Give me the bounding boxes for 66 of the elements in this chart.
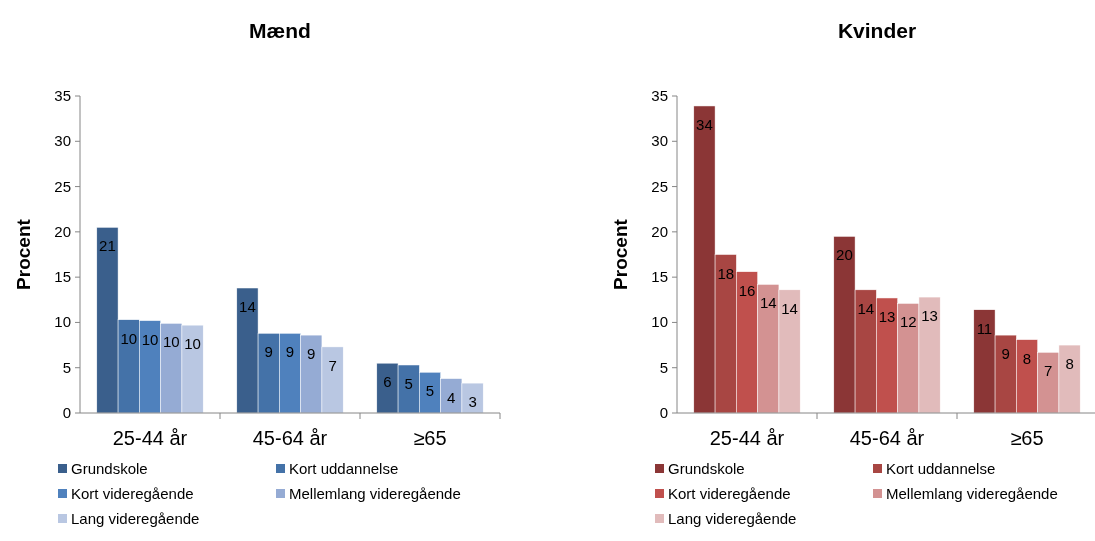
y-tick-label: 0 bbox=[62, 404, 71, 421]
y-tick-label: 5 bbox=[62, 358, 71, 376]
y-tick-label: 35 bbox=[651, 87, 668, 104]
data-label: 6 bbox=[383, 373, 392, 391]
data-label: 14 bbox=[759, 294, 777, 312]
legend-label: Grundskole bbox=[668, 460, 745, 477]
data-label: 10 bbox=[162, 333, 180, 351]
data-label: 14 bbox=[781, 299, 798, 317]
x-tick-label: 25-44 år bbox=[709, 427, 785, 449]
data-label: 10 bbox=[141, 330, 159, 348]
data-label: 14 bbox=[239, 298, 256, 316]
y-tick-label: 25 bbox=[651, 177, 668, 195]
legend-label: Mellemlang videregående bbox=[289, 485, 461, 502]
data-label: 10 bbox=[120, 329, 138, 347]
data-label: 3 bbox=[468, 393, 477, 411]
y-tick-label: 10 bbox=[54, 313, 71, 331]
x-tick-label: ≥65 bbox=[413, 427, 447, 449]
data-label: 7 bbox=[1044, 362, 1053, 380]
data-label: 34 bbox=[696, 115, 713, 133]
data-label: 13 bbox=[921, 307, 938, 325]
data-label: 20 bbox=[836, 246, 853, 264]
x-tick-label: 45-64 år bbox=[849, 427, 925, 449]
y-tick-label: 25 bbox=[54, 177, 71, 195]
data-label: 11 bbox=[976, 319, 993, 337]
legend-label: Mellemlang videregående bbox=[886, 485, 1058, 502]
y-axis-title: Procent bbox=[610, 218, 631, 290]
y-tick-label: 0 bbox=[659, 404, 668, 421]
data-label: 13 bbox=[878, 307, 896, 325]
data-label: 5 bbox=[404, 375, 413, 392]
data-label: 4 bbox=[447, 388, 456, 406]
chart-title: Mænd bbox=[249, 19, 311, 42]
data-label: 9 bbox=[307, 345, 316, 363]
y-tick-label: 30 bbox=[54, 132, 71, 150]
data-label: 14 bbox=[857, 299, 875, 317]
data-label: 8 bbox=[1065, 355, 1074, 373]
y-tick-label: 15 bbox=[54, 268, 71, 286]
legend-label: Kort videregående bbox=[71, 485, 194, 502]
chart-title: Kvinder bbox=[837, 19, 917, 42]
y-tick-label: 30 bbox=[651, 132, 668, 150]
data-label: 9 bbox=[264, 343, 273, 361]
y-tick-label: 15 bbox=[651, 268, 668, 286]
data-label: 9 bbox=[1001, 345, 1010, 363]
data-label: 10 bbox=[184, 335, 201, 353]
data-label: 8 bbox=[1022, 349, 1032, 367]
legend-label: Grundskole bbox=[71, 460, 148, 477]
y-tick-label: 20 bbox=[651, 222, 668, 240]
data-label: 5 bbox=[425, 382, 435, 400]
y-tick-label: 10 bbox=[651, 313, 668, 331]
data-label: 12 bbox=[899, 313, 917, 331]
y-tick-label: 5 bbox=[659, 358, 668, 376]
x-tick-label: 45-64 år bbox=[252, 427, 328, 449]
x-tick-label: 25-44 år bbox=[112, 427, 188, 449]
data-label: 18 bbox=[717, 264, 735, 282]
legend-label: Lang videregående bbox=[668, 510, 797, 527]
data-label: 21 bbox=[99, 237, 116, 255]
legend-label: Lang videregående bbox=[71, 510, 200, 527]
data-label: 7 bbox=[328, 356, 337, 374]
data-label: 9 bbox=[285, 343, 295, 361]
legend-label: Kort videregående bbox=[668, 485, 791, 502]
legend-label: Kort uddannelse bbox=[289, 460, 399, 477]
y-tick-label: 35 bbox=[54, 87, 71, 104]
data-label: 16 bbox=[738, 281, 756, 299]
x-tick-label: ≥65 bbox=[1010, 427, 1044, 449]
y-axis-title: Procent bbox=[13, 218, 34, 290]
y-tick-label: 20 bbox=[54, 222, 71, 240]
legend-label: Kort uddannelse bbox=[886, 460, 996, 477]
